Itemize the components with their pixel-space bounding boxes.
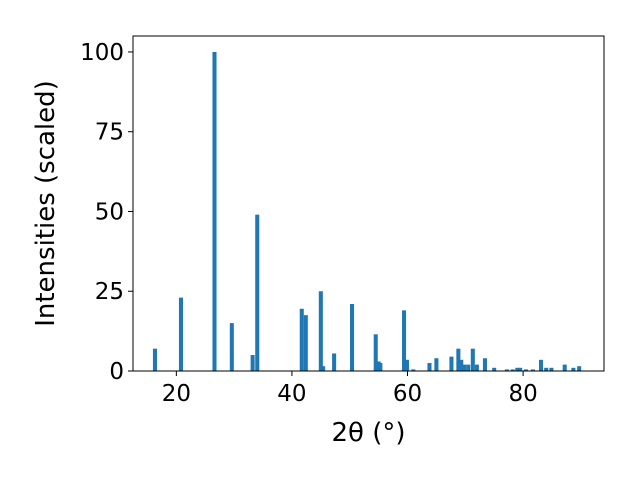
bar	[212, 51, 217, 371]
bar	[459, 359, 464, 371]
bar	[449, 356, 454, 371]
bar	[544, 367, 549, 371]
bar	[482, 358, 487, 371]
bar	[549, 367, 554, 371]
bar	[411, 369, 416, 371]
bar	[510, 369, 515, 371]
bar	[318, 291, 323, 371]
bar	[515, 367, 520, 371]
bar	[571, 367, 576, 371]
y-tick-label: 100	[80, 40, 124, 66]
bar	[332, 353, 337, 371]
y-tick-label: 75	[95, 120, 124, 146]
bar	[250, 355, 255, 371]
bar	[303, 315, 308, 371]
bar	[299, 308, 304, 371]
bar	[378, 363, 383, 371]
y-axis-ticks: 0 25 50 75 100	[80, 40, 133, 385]
bar	[229, 323, 234, 371]
bar	[466, 364, 471, 371]
bar	[350, 304, 355, 371]
bars-group	[152, 51, 582, 371]
bar	[577, 366, 582, 371]
bar	[492, 367, 497, 371]
bar	[462, 364, 467, 371]
x-tick-label: 40	[277, 381, 306, 407]
x-tick-label: 60	[393, 381, 422, 407]
x-tick-label: 80	[508, 381, 537, 407]
bar	[434, 358, 439, 371]
y-axis-label: Intensities (scaled)	[31, 80, 61, 327]
bar	[152, 348, 157, 371]
bar	[518, 367, 523, 371]
bar	[474, 364, 479, 371]
bar	[402, 310, 407, 371]
bar	[456, 348, 461, 371]
x-tick-label: 20	[162, 381, 191, 407]
y-tick-label: 50	[95, 199, 124, 225]
bar	[523, 369, 529, 371]
bar	[538, 359, 544, 371]
bar	[404, 359, 409, 371]
bar	[427, 363, 432, 371]
bar	[470, 348, 475, 371]
plot-frame	[132, 35, 605, 372]
bar	[255, 214, 260, 371]
bar	[373, 334, 378, 371]
bar	[562, 364, 567, 371]
bar	[530, 369, 535, 371]
bar	[504, 369, 509, 371]
y-tick-label: 0	[109, 359, 124, 385]
bar	[178, 297, 183, 371]
x-axis-ticks: 20 40 60 80	[162, 371, 538, 407]
y-tick-label: 25	[95, 279, 124, 305]
x-axis-label: 2θ (°)	[331, 418, 405, 448]
bar	[321, 366, 326, 371]
